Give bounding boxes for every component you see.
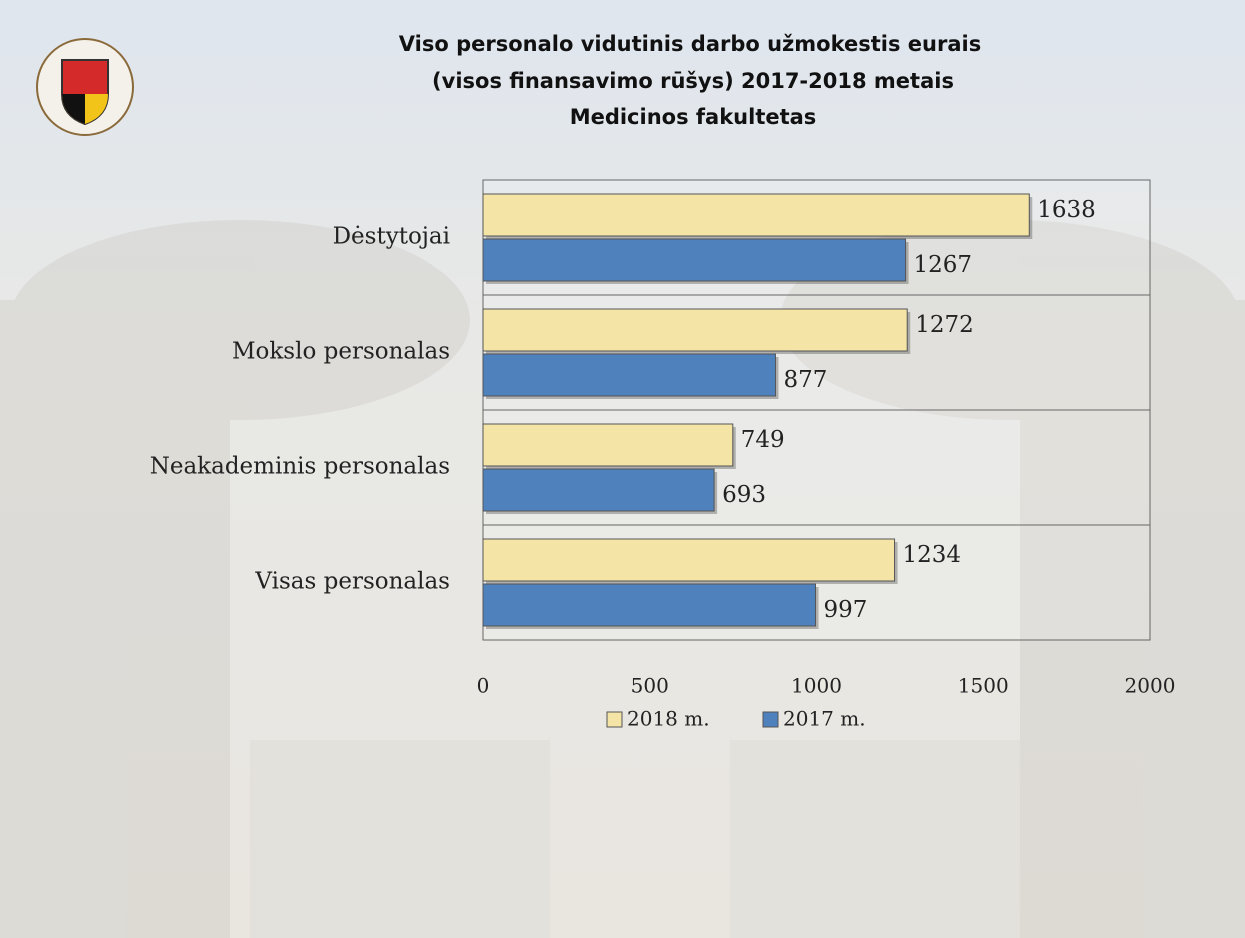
y-tick-label: Dėstytojai	[333, 224, 450, 250]
bar	[482, 308, 908, 352]
y-tick-label: Mokslo personalas	[232, 339, 450, 365]
bar	[482, 238, 907, 282]
x-tick-label: 500	[631, 674, 669, 698]
data-label: 1267	[914, 252, 973, 278]
x-tick-label: 1000	[791, 674, 842, 698]
data-label: 1234	[903, 542, 962, 568]
legend-label: 2017 m.	[783, 707, 866, 731]
x-tick-label: 1500	[958, 674, 1009, 698]
chart-title: (visos finansavimo rūšys) 2017-2018 meta…	[432, 69, 954, 93]
bar	[482, 193, 1030, 237]
x-tick-label: 2000	[1125, 674, 1176, 698]
building-backdrop	[0, 220, 1245, 938]
data-label: 693	[722, 482, 766, 508]
y-tick-label: Visas personalas	[254, 569, 450, 595]
bar	[482, 353, 776, 397]
data-label: 877	[783, 367, 827, 393]
x-tick-label: 0	[477, 674, 490, 698]
legend-swatch	[762, 711, 779, 728]
chart-title: Viso personalo vidutinis darbo užmokesti…	[399, 32, 981, 56]
bar	[482, 423, 734, 467]
y-tick-label: Neakademinis personalas	[150, 454, 450, 480]
logo	[36, 38, 134, 136]
data-label: 1272	[915, 312, 974, 338]
legend-swatch	[606, 711, 623, 728]
bar	[482, 583, 816, 627]
bar	[482, 468, 715, 512]
chart-title: Medicinos fakultetas	[570, 105, 817, 129]
data-label: 749	[741, 427, 785, 453]
legend-label: 2018 m.	[627, 707, 710, 731]
data-label: 1638	[1037, 197, 1096, 223]
data-label: 997	[823, 597, 867, 623]
bar	[482, 538, 896, 582]
